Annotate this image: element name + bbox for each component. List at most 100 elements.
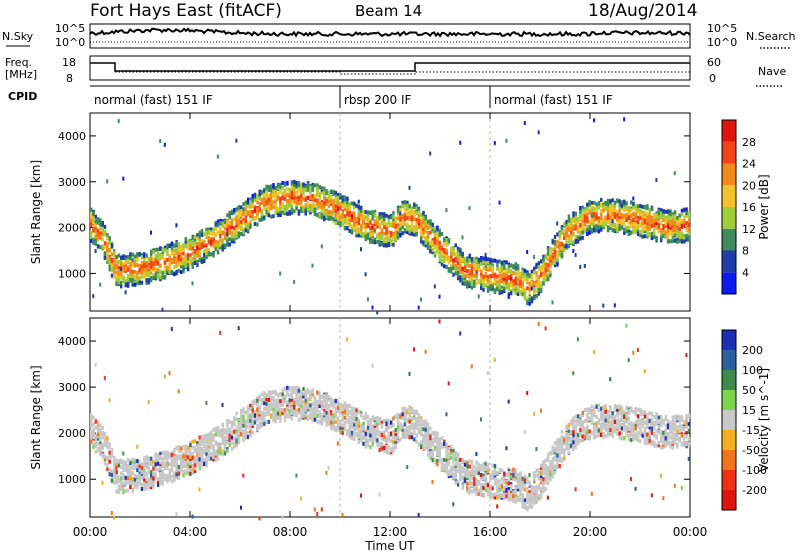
echo-cell [201, 233, 203, 237]
echo-cell [469, 264, 471, 268]
echo-cell [224, 244, 226, 248]
echo-cell [339, 216, 341, 220]
echo-cell [485, 272, 487, 276]
echo-cell [233, 235, 235, 239]
colorbar-segment [722, 229, 736, 251]
echo-cell [127, 489, 129, 493]
echo-cell [570, 240, 572, 244]
echo-cell [667, 214, 669, 218]
echo-cell [152, 276, 154, 280]
echo-cell [630, 213, 632, 217]
echo-cell [533, 296, 535, 300]
echo-cell [404, 221, 406, 225]
echo-cell [115, 466, 117, 470]
echo-cell [272, 396, 274, 400]
echo-cell [259, 197, 261, 201]
echo-cell [494, 273, 496, 277]
echo-cell [254, 222, 256, 226]
echo-cell [97, 433, 99, 437]
echo-cell [272, 200, 274, 204]
echo-cell [231, 222, 233, 226]
echo-cell [568, 215, 570, 219]
echo-cell [282, 211, 284, 215]
echo-cell [175, 223, 177, 227]
echo-cell [235, 443, 237, 447]
echo-cell [203, 259, 205, 263]
echo-cell [307, 183, 309, 187]
echo-cell [139, 468, 141, 472]
echo-cell [152, 467, 154, 471]
echo-cell [178, 455, 180, 459]
echo-cell [111, 448, 113, 452]
echo-cell [422, 211, 424, 215]
echo-cell [487, 257, 489, 261]
echo-cell [272, 205, 274, 209]
echo-cell [212, 227, 214, 231]
echo-cell [182, 258, 184, 262]
echo-cell [427, 245, 429, 249]
echo-cell [242, 438, 244, 442]
echo-cell [284, 197, 286, 201]
echo-cell [192, 445, 194, 449]
echo-cell [196, 254, 198, 258]
echo-cell [637, 210, 639, 214]
echo-cell [238, 326, 240, 330]
echo-cell [568, 227, 570, 231]
echo-cell [397, 227, 399, 231]
echo-cell [208, 448, 210, 452]
echo-cell [194, 455, 196, 459]
echo-cell [676, 240, 678, 244]
echo-cell [586, 228, 588, 232]
echo-cell [159, 139, 161, 143]
echo-cell [270, 188, 272, 192]
echo-cell [379, 235, 381, 239]
echo-cell [263, 391, 265, 395]
echo-cell [342, 198, 344, 202]
echo-cell [205, 244, 207, 248]
echo-cell [125, 290, 127, 294]
echo-cell [92, 294, 94, 298]
echo-cell [127, 458, 129, 462]
echo-cell [106, 445, 108, 449]
echo-cell [217, 155, 219, 159]
echo-cell [92, 221, 94, 225]
echo-cell [235, 234, 237, 238]
echo-cell [109, 456, 111, 460]
echo-cell [625, 213, 627, 217]
echo-cell [111, 269, 113, 273]
echo-cell [383, 225, 385, 229]
echo-cell [452, 262, 454, 266]
echo-cell [199, 232, 201, 236]
echo-cell [369, 234, 371, 238]
echo-cell [422, 219, 424, 223]
echo-cell [157, 453, 159, 457]
echo-cell [420, 298, 422, 302]
echo-cell [104, 432, 106, 436]
echo-cell [141, 487, 143, 491]
echo-cell [609, 208, 611, 212]
echo-cell [222, 240, 224, 244]
echo-cell [199, 239, 201, 243]
echo-cell [367, 219, 369, 223]
echo-cell [540, 259, 542, 263]
echo-cell [242, 418, 244, 422]
echo-cell [199, 457, 201, 461]
echo-cell [642, 214, 644, 218]
echo-cell [667, 218, 669, 222]
echo-cell [279, 200, 281, 204]
colorbar-tick-label: 20 [742, 179, 756, 192]
echo-cell [111, 243, 113, 247]
echo-cell [372, 226, 374, 230]
echo-cell [669, 212, 671, 216]
echo-cell [409, 204, 411, 208]
echo-cell [395, 224, 397, 228]
echo-cell [122, 279, 124, 283]
echo-cell [175, 446, 177, 450]
echo-cell [600, 216, 602, 220]
echo-cell [589, 211, 591, 215]
echo-cell [563, 248, 565, 252]
echo-cell [358, 200, 360, 204]
echo-cell [552, 239, 554, 243]
echo-cell [598, 229, 600, 233]
echo-cell [155, 248, 157, 252]
